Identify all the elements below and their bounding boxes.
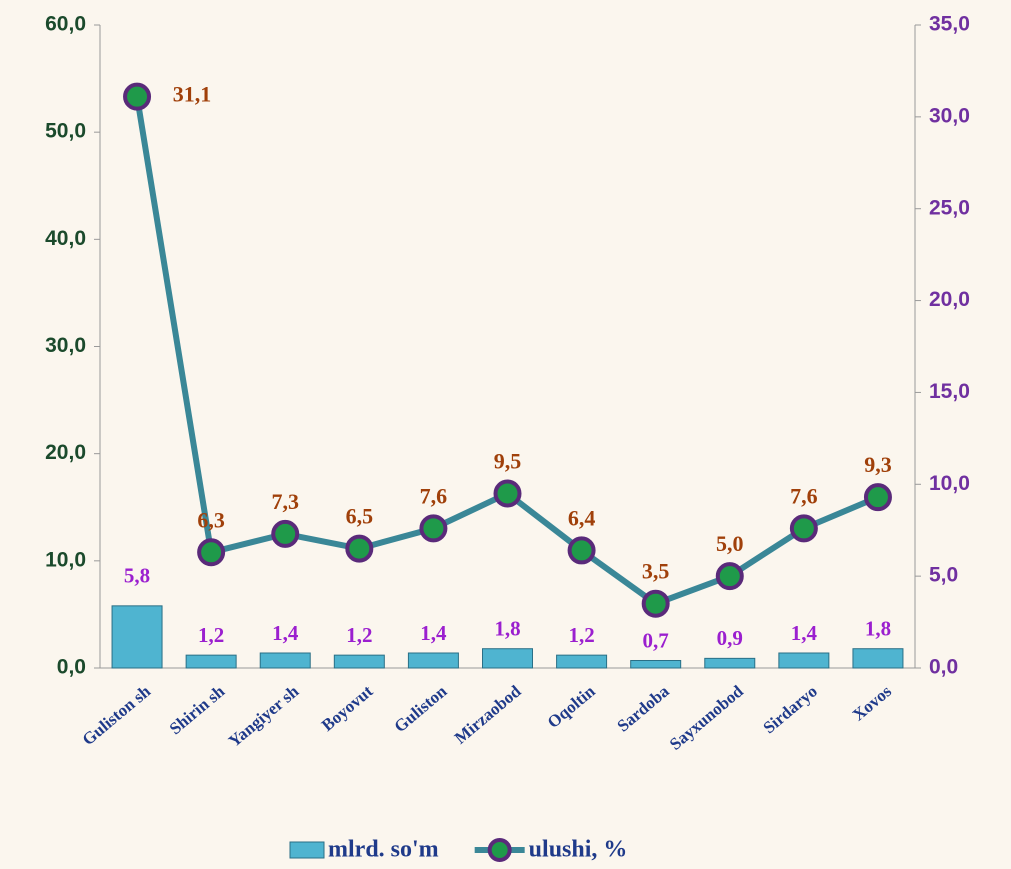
legend-label: ulushi, % — [529, 837, 628, 863]
y2-tick-label: 5,0 — [929, 564, 958, 587]
bar-value-label: 1,4 — [791, 621, 818, 645]
line-value-label: 6,5 — [346, 504, 374, 529]
line-marker — [789, 514, 818, 543]
y2-tick-label: 15,0 — [929, 380, 970, 403]
legend-marker — [487, 838, 512, 862]
line-marker — [345, 534, 374, 563]
line-marker — [419, 514, 448, 543]
bar — [111, 605, 163, 669]
line-value-label: 31,1 — [173, 82, 212, 107]
line-value-label: 7,6 — [790, 483, 818, 508]
bar — [852, 648, 904, 669]
y2-tick-label: 20,0 — [929, 288, 970, 311]
y2-tick-label: 10,0 — [929, 472, 970, 495]
line-value-label: 5,0 — [716, 531, 744, 556]
y2-tick-label: 35,0 — [929, 13, 970, 36]
y-tick-label: 20,0 — [45, 441, 86, 464]
line-value-label: 7,6 — [420, 483, 448, 508]
bar-value-label: 1,4 — [420, 621, 447, 645]
bar — [630, 659, 682, 669]
line-marker — [863, 483, 892, 512]
legend-label: mlrd. so'm — [328, 837, 439, 863]
line-value-label: 9,3 — [864, 452, 892, 477]
bar — [482, 648, 533, 669]
y2-tick-label: 0,0 — [929, 656, 958, 679]
y2-tick-label: 30,0 — [929, 104, 970, 127]
bar-value-label: 1,2 — [198, 623, 224, 647]
bar — [778, 652, 830, 669]
line-marker — [197, 538, 226, 567]
line-marker — [493, 479, 522, 508]
bar-value-label: 1,2 — [346, 623, 372, 647]
line-marker — [641, 589, 670, 618]
line-marker — [271, 519, 300, 548]
y-tick-label: 50,0 — [45, 120, 86, 143]
bar-value-label: 5,8 — [124, 564, 150, 588]
legend-swatch — [289, 841, 325, 859]
y-tick-label: 10,0 — [45, 548, 86, 571]
bar-value-label: 0,7 — [643, 628, 669, 652]
bar-value-label: 1,8 — [494, 617, 520, 641]
bar-value-label: 1,2 — [568, 623, 594, 647]
y-tick-label: 0,0 — [57, 656, 86, 679]
bar — [556, 654, 608, 669]
y-tick-label: 60,0 — [45, 13, 86, 36]
line-marker — [123, 82, 152, 111]
y-tick-label: 30,0 — [45, 334, 86, 357]
bar — [407, 652, 459, 669]
bar — [259, 652, 311, 669]
y-tick-label: 40,0 — [45, 227, 86, 250]
bar — [185, 654, 237, 669]
bar-value-label: 1,8 — [865, 617, 891, 641]
bar — [333, 654, 385, 669]
line-value-label: 7,3 — [271, 489, 299, 514]
y2-tick-label: 25,0 — [929, 196, 970, 219]
line-value-label: 6,3 — [197, 507, 225, 532]
line-marker — [567, 536, 596, 565]
line-value-label: 9,5 — [494, 449, 522, 474]
bar-value-label: 0,9 — [717, 626, 743, 650]
bar-value-label: 1,4 — [272, 621, 299, 645]
line-marker — [715, 562, 744, 591]
line-value-label: 3,5 — [642, 559, 670, 584]
line-value-label: 6,4 — [568, 505, 596, 530]
bar — [704, 657, 756, 669]
